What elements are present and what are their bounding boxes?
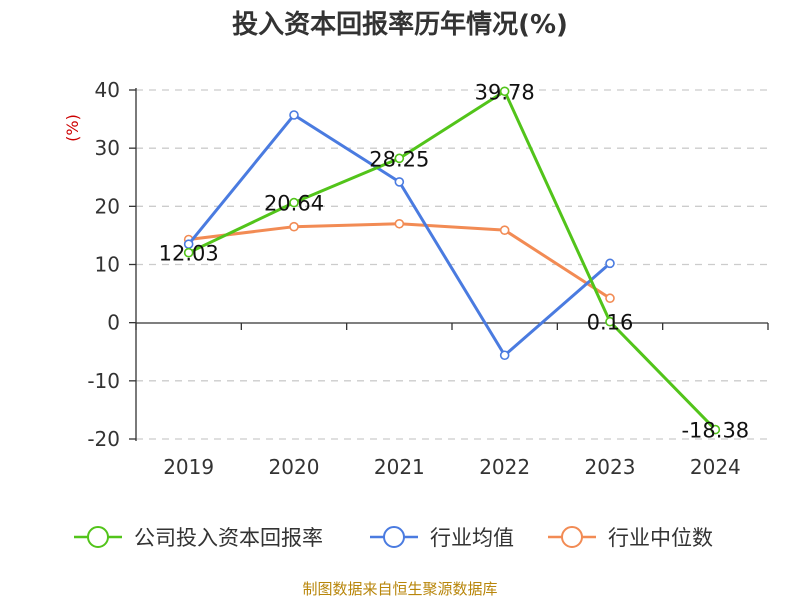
data-label: 0.16 bbox=[587, 311, 634, 335]
x-tick-label: 2023 bbox=[585, 455, 636, 479]
y-tick-label: -20 bbox=[87, 427, 120, 451]
y-tick-label: 20 bbox=[95, 194, 120, 218]
x-tick-label: 2019 bbox=[163, 455, 214, 479]
tick-labels: 40 30 20 10 0 -10 -20 2019 2020 2021 2022 2023 2024 bbox=[87, 78, 740, 479]
x-tick-label: 2022 bbox=[479, 455, 530, 479]
legend-item[interactable]: 行业均值 bbox=[370, 526, 514, 550]
data-point bbox=[499, 86, 510, 97]
data-point bbox=[605, 293, 615, 304]
data-point bbox=[710, 424, 721, 435]
legend-marker-icon bbox=[383, 526, 405, 548]
data-label: 28.25 bbox=[369, 147, 429, 171]
data-label: 39.78 bbox=[475, 80, 535, 104]
data-point bbox=[183, 247, 194, 258]
axes bbox=[129, 88, 769, 441]
data-point bbox=[394, 177, 405, 187]
y-tick-label: 30 bbox=[95, 136, 120, 160]
data-point bbox=[499, 350, 510, 361]
legend-label: 行业均值 bbox=[430, 526, 514, 550]
grid-lines bbox=[136, 89, 768, 440]
data-point bbox=[289, 110, 299, 120]
series-group bbox=[183, 86, 721, 435]
series-line bbox=[188, 89, 717, 431]
chart-title: 投入资本回报率历年情况(%) bbox=[232, 9, 568, 40]
x-tick-label: 2024 bbox=[690, 455, 741, 479]
legend-item[interactable]: 行业中位数 bbox=[548, 526, 713, 550]
y-tick-label: 0 bbox=[107, 311, 120, 335]
data-point bbox=[605, 258, 615, 269]
data-point bbox=[289, 221, 299, 232]
data-label: 12.03 bbox=[159, 242, 219, 266]
legend-marker-icon bbox=[561, 526, 583, 548]
data-point bbox=[394, 153, 405, 164]
data-point bbox=[394, 218, 405, 229]
data-point bbox=[605, 316, 615, 327]
data-label: 20.64 bbox=[264, 192, 324, 216]
source-note: 制图数据来自恒生聚源数据库 bbox=[302, 580, 497, 598]
x-tick-label: 2020 bbox=[269, 455, 320, 479]
y-axis-label: (%) bbox=[63, 114, 82, 142]
data-point bbox=[289, 197, 299, 208]
legend-label: 行业中位数 bbox=[608, 526, 713, 550]
legend-marker-icon bbox=[87, 526, 109, 548]
data-labels: 12.03 20.64 28.25 39.78 0.16 -18.38 bbox=[159, 80, 750, 442]
data-label: -18.38 bbox=[681, 419, 749, 443]
y-tick-label: 40 bbox=[95, 78, 120, 102]
legend-label: 公司投入资本回报率 bbox=[134, 526, 323, 550]
legend-item[interactable]: 公司投入资本回报率 bbox=[74, 526, 323, 550]
y-tick-label: -10 bbox=[87, 369, 120, 393]
x-tick-label: 2021 bbox=[374, 455, 425, 479]
data-point bbox=[499, 225, 510, 235]
y-tick-label: 10 bbox=[95, 253, 120, 277]
series-line bbox=[188, 222, 611, 300]
legend[interactable]: 公司投入资本回报率 行业均值 行业中位数 bbox=[74, 526, 713, 550]
